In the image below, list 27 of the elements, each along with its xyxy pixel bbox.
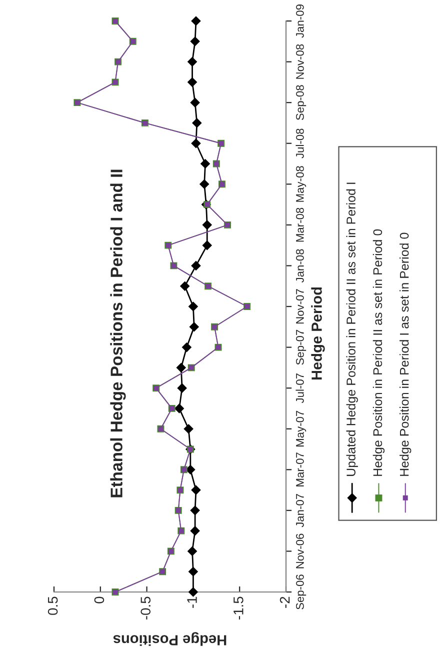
x-tick-label: -0.5 bbox=[140, 596, 151, 620]
y-tick-label: Nov-07 bbox=[296, 289, 304, 324]
y-tick-label: Jan-08 bbox=[296, 249, 304, 283]
y-tick-label: Sep-07 bbox=[296, 330, 306, 365]
text: Updated Hedge Position in Period II as set in Period I bbox=[346, 182, 358, 476]
y-tick-label: Sep-08 bbox=[296, 85, 306, 120]
x-tick-label: 0.5 bbox=[48, 596, 58, 615]
y-tick-label: Jan-09 bbox=[296, 4, 304, 38]
x-tick-label: 0 bbox=[94, 596, 104, 604]
y-tick-label: Mar-07 bbox=[296, 452, 304, 486]
y-tick-label: May-08 bbox=[296, 166, 306, 202]
y-tick-label: Jan-07 bbox=[296, 494, 304, 528]
text: Ethanol Hedge Positions in Period I and II bbox=[110, 170, 126, 498]
y-tick-label: Jul-08 bbox=[296, 128, 304, 158]
y-axis-title: Hedge Period bbox=[311, 287, 325, 380]
y-tick-label: Nov-08 bbox=[296, 44, 304, 79]
x-tick-label: -2 bbox=[280, 596, 290, 608]
y-tick-label: Nov-06 bbox=[296, 534, 304, 568]
y-tick-label: Mar-08 bbox=[296, 208, 304, 242]
x-tick-label: -1.5 bbox=[234, 596, 244, 620]
x-axis-title: Hedge Positions bbox=[113, 632, 226, 646]
y-tick-label: May-07 bbox=[296, 410, 306, 446]
y-tick-label: Sep-06 bbox=[296, 574, 306, 610]
x-tick-label: -1 bbox=[187, 596, 197, 608]
text: Hedge Position in Period I as set in Period 0 bbox=[400, 232, 412, 476]
y-tick-label: Jul-07 bbox=[296, 373, 304, 404]
text: Hedge Position in Period II as set in Period 0 bbox=[372, 229, 385, 476]
